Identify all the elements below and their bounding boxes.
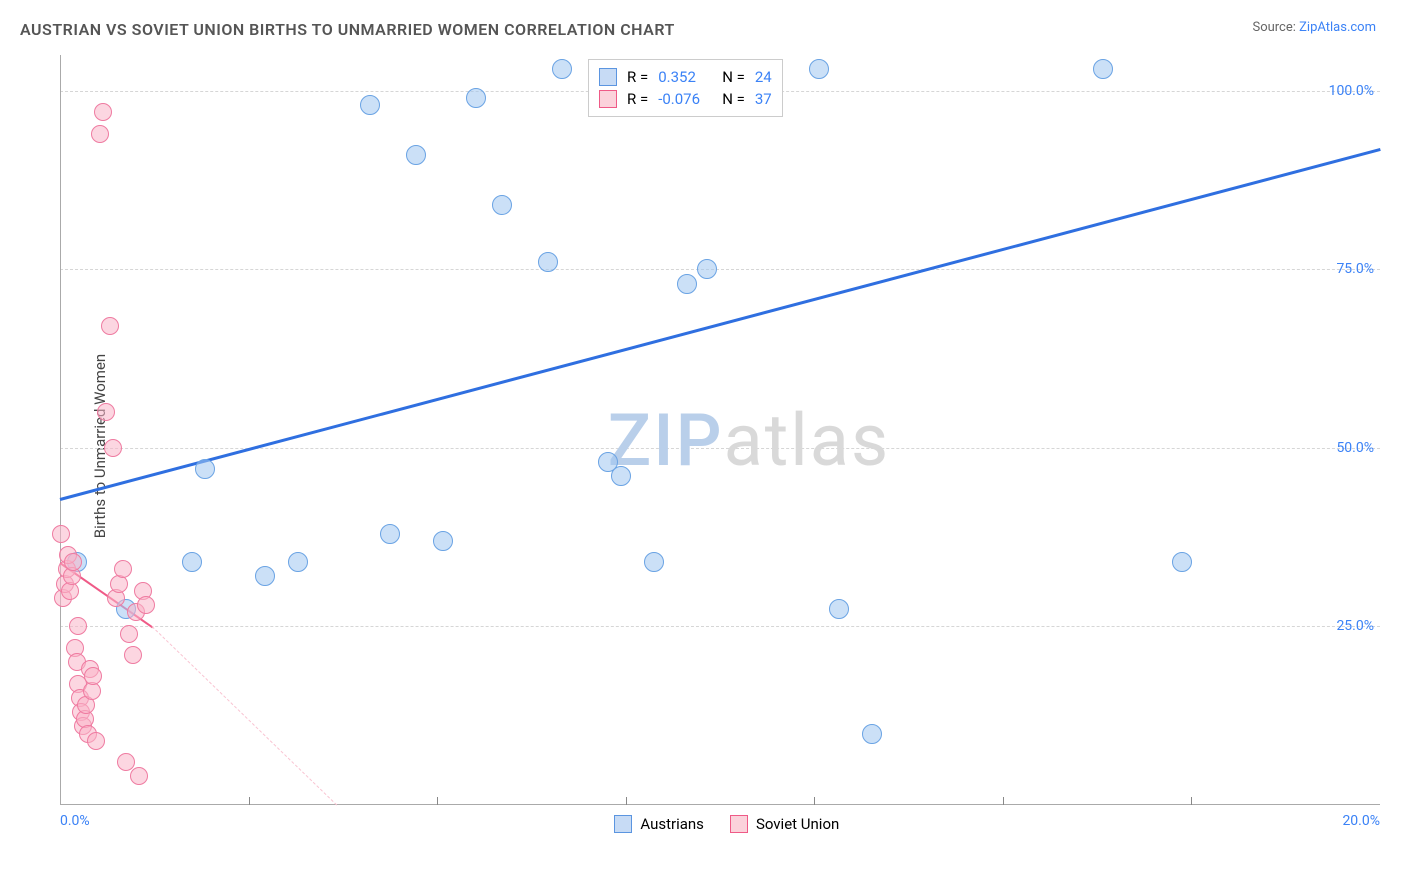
correlation-legend-row: R = -0.076 N = 37 <box>599 88 772 110</box>
data-point <box>433 531 453 551</box>
legend-label: Austrians <box>640 815 704 833</box>
data-point <box>91 125 109 143</box>
data-point <box>644 552 664 572</box>
data-point <box>195 459 215 479</box>
regression-line <box>152 627 337 806</box>
data-point <box>64 553 82 571</box>
x-tick <box>249 797 250 805</box>
x-tick <box>1003 797 1004 805</box>
data-point <box>862 724 882 744</box>
series-legend: Austrians Soviet Union <box>614 815 839 833</box>
x-tick-label: 0.0% <box>60 813 90 829</box>
n-value: 37 <box>755 90 772 108</box>
x-tick <box>626 797 627 805</box>
r-value: -0.076 <box>658 90 712 108</box>
data-point <box>492 195 512 215</box>
correlation-legend: R = 0.352 N = 24 R = -0.076 N = 37 <box>588 59 783 117</box>
legend-swatch <box>599 68 617 86</box>
data-point <box>677 274 697 294</box>
data-point <box>466 88 486 108</box>
data-point <box>97 403 115 421</box>
data-point <box>829 599 849 619</box>
x-tick <box>1191 797 1192 805</box>
data-point <box>552 59 572 79</box>
y-tick-label: 50.0% <box>1336 440 1374 456</box>
data-point <box>809 59 829 79</box>
r-label: R = <box>627 90 648 108</box>
data-point <box>69 617 87 635</box>
source-value: ZipAtlas.com <box>1299 20 1376 35</box>
data-point <box>84 667 102 685</box>
n-value: 24 <box>755 68 772 86</box>
r-value: 0.352 <box>658 68 712 86</box>
data-point <box>137 596 155 614</box>
y-tick-label: 75.0% <box>1336 261 1374 277</box>
chart-container: AUSTRIAN VS SOVIET UNION BIRTHS TO UNMAR… <box>0 0 1406 892</box>
data-point <box>124 646 142 664</box>
data-point <box>360 95 380 115</box>
y-axis <box>60 55 61 805</box>
data-point <box>101 317 119 335</box>
data-point <box>611 466 631 486</box>
correlation-legend-row: R = 0.352 N = 24 <box>599 66 772 88</box>
y-tick-label: 25.0% <box>1336 618 1374 634</box>
data-point <box>117 753 135 771</box>
legend-item: Soviet Union <box>730 815 839 833</box>
data-point <box>87 732 105 750</box>
data-point <box>538 252 558 272</box>
data-point <box>697 259 717 279</box>
data-point <box>182 552 202 572</box>
n-label: N = <box>722 68 745 86</box>
legend-swatch <box>599 90 617 108</box>
x-tick <box>437 797 438 805</box>
watermark: ZIPatlas <box>608 398 890 483</box>
source-label: Source: <box>1252 20 1299 35</box>
gridline-h <box>60 269 1380 270</box>
plot-area: 25.0% 50.0% 75.0% 100.0% 0.0% 20.0% ZIPatlas R … <box>60 55 1380 835</box>
data-point <box>1093 59 1113 79</box>
data-point <box>1172 552 1192 572</box>
data-point <box>120 625 138 643</box>
source-attribution: Source: ZipAtlas.com <box>1252 20 1376 35</box>
legend-item: Austrians <box>614 815 704 833</box>
data-point <box>380 524 400 544</box>
data-point <box>406 145 426 165</box>
x-axis <box>60 804 1380 805</box>
gridline-h <box>60 626 1380 627</box>
data-point <box>130 767 148 785</box>
chart-title: AUSTRIAN VS SOVIET UNION BIRTHS TO UNMAR… <box>20 20 675 39</box>
legend-swatch <box>614 815 632 833</box>
data-point <box>94 103 112 121</box>
data-point <box>114 560 132 578</box>
y-tick-label: 100.0% <box>1329 83 1374 99</box>
data-point <box>255 566 275 586</box>
data-point <box>288 552 308 572</box>
data-point <box>52 525 70 543</box>
x-tick-label: 20.0% <box>1342 813 1380 829</box>
n-label: N = <box>722 90 745 108</box>
data-point <box>104 439 122 457</box>
x-tick <box>814 797 815 805</box>
legend-swatch <box>730 815 748 833</box>
legend-label: Soviet Union <box>756 815 839 833</box>
r-label: R = <box>627 68 648 86</box>
